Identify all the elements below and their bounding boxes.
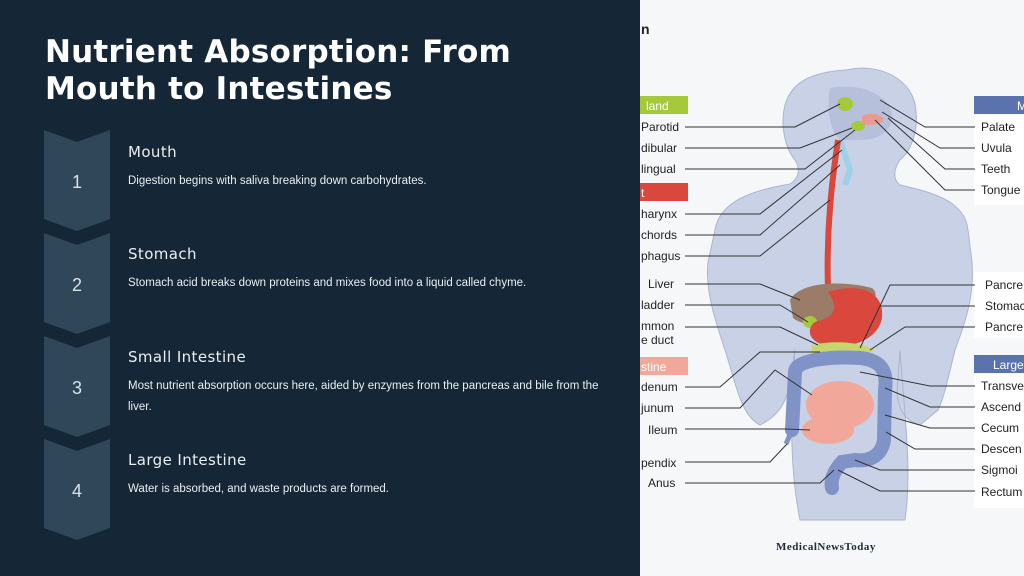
label: Descen: [981, 442, 1022, 456]
label: ladder: [641, 298, 674, 312]
step-title: Mouth: [128, 143, 178, 161]
label: lingual: [641, 162, 676, 176]
label: harynx: [641, 207, 677, 221]
label: Transve: [981, 379, 1024, 393]
label: Pancre: [985, 320, 1023, 334]
large-intestine: [785, 350, 893, 495]
chevron-2-icon: [44, 233, 110, 334]
label: Uvula: [981, 141, 1012, 155]
left-labels: Parotid dibular lingual harynx chords ph…: [640, 120, 680, 490]
label: Pancre: [985, 278, 1023, 292]
label: Ileum: [648, 423, 677, 437]
left-header-bar-2: [640, 183, 688, 201]
right-header-1: M: [1017, 99, 1024, 113]
slide-title: Nutrient Absorption: From Mouth to Intes…: [45, 34, 511, 107]
right-labels-box-1: [974, 115, 1024, 205]
left-header-1: land: [646, 99, 669, 113]
right-labels-box-2: [974, 272, 1024, 338]
submandibular-gland: [851, 121, 865, 131]
step-description: Most nutrient absorption occurs here, ai…: [128, 380, 599, 413]
left-header-bar-1: [640, 96, 688, 114]
parotid-gland: [837, 97, 853, 111]
chevron-1-icon: [44, 130, 110, 231]
right-labels-box-3: [974, 374, 1024, 508]
step-number: 1: [71, 172, 82, 192]
small-intestine: [802, 381, 874, 444]
right-header-bar-2: [974, 355, 1024, 373]
chevron-3-icon: [44, 336, 110, 437]
label: junum: [640, 401, 674, 415]
label: Rectum: [981, 485, 1022, 499]
step-description: Water is absorbed, and waste products ar…: [128, 483, 390, 495]
label: chords: [641, 228, 677, 242]
label: denum: [641, 380, 678, 394]
label: Ascend: [981, 400, 1021, 414]
label: Liver: [648, 277, 674, 291]
appendix: [783, 429, 795, 445]
step-number: 3: [71, 378, 82, 398]
label: e duct: [641, 333, 674, 347]
step-description: Digestion begins with saliva breaking do…: [128, 175, 427, 187]
label: Sigmoi: [981, 463, 1018, 477]
step-title: Small Intestine: [128, 348, 247, 366]
step-title: Stomach: [128, 245, 197, 263]
left-header-bar-3: [640, 357, 688, 375]
label: Stomac: [985, 299, 1024, 313]
right-leader-lines: [837, 99, 975, 492]
label: pendix: [641, 456, 676, 470]
left-leader-lines: [685, 103, 856, 484]
label: Palate: [981, 120, 1015, 134]
digestive-system-diagram: n land: [640, 0, 1024, 576]
label: mmon: [641, 319, 674, 333]
label: Teeth: [981, 162, 1010, 176]
label: phagus: [641, 249, 680, 263]
tongue: [862, 113, 884, 125]
step-number: 4: [71, 481, 82, 501]
slide-panel: Nutrient Absorption: From Mouth to Intes…: [44, 34, 599, 540]
diagram-title-fragment: n: [641, 21, 650, 37]
label: Parotid: [641, 120, 679, 134]
pharynx: [837, 139, 854, 186]
left-header-2: t: [641, 186, 645, 200]
label: Tongue: [981, 183, 1021, 197]
stomach: [809, 288, 883, 347]
medical-news-today-logo: MedicalNewsToday: [776, 541, 876, 553]
label: Anus: [648, 476, 675, 490]
label: Cecum: [981, 421, 1019, 435]
label: dibular: [641, 141, 677, 155]
step-number: 2: [71, 275, 82, 295]
chevron-4-icon: [44, 439, 110, 540]
step-description: Stomach acid breaks down proteins and mi…: [128, 277, 527, 289]
right-header-2: Large: [993, 358, 1024, 372]
right-header-bar-1: [974, 96, 1024, 114]
right-labels: Palate Uvula Teeth Tongue Pancre Stomac …: [981, 120, 1024, 499]
step-title: Large Intestine: [128, 451, 247, 469]
head-section: [828, 86, 893, 186]
left-header-3: stine: [641, 360, 667, 374]
